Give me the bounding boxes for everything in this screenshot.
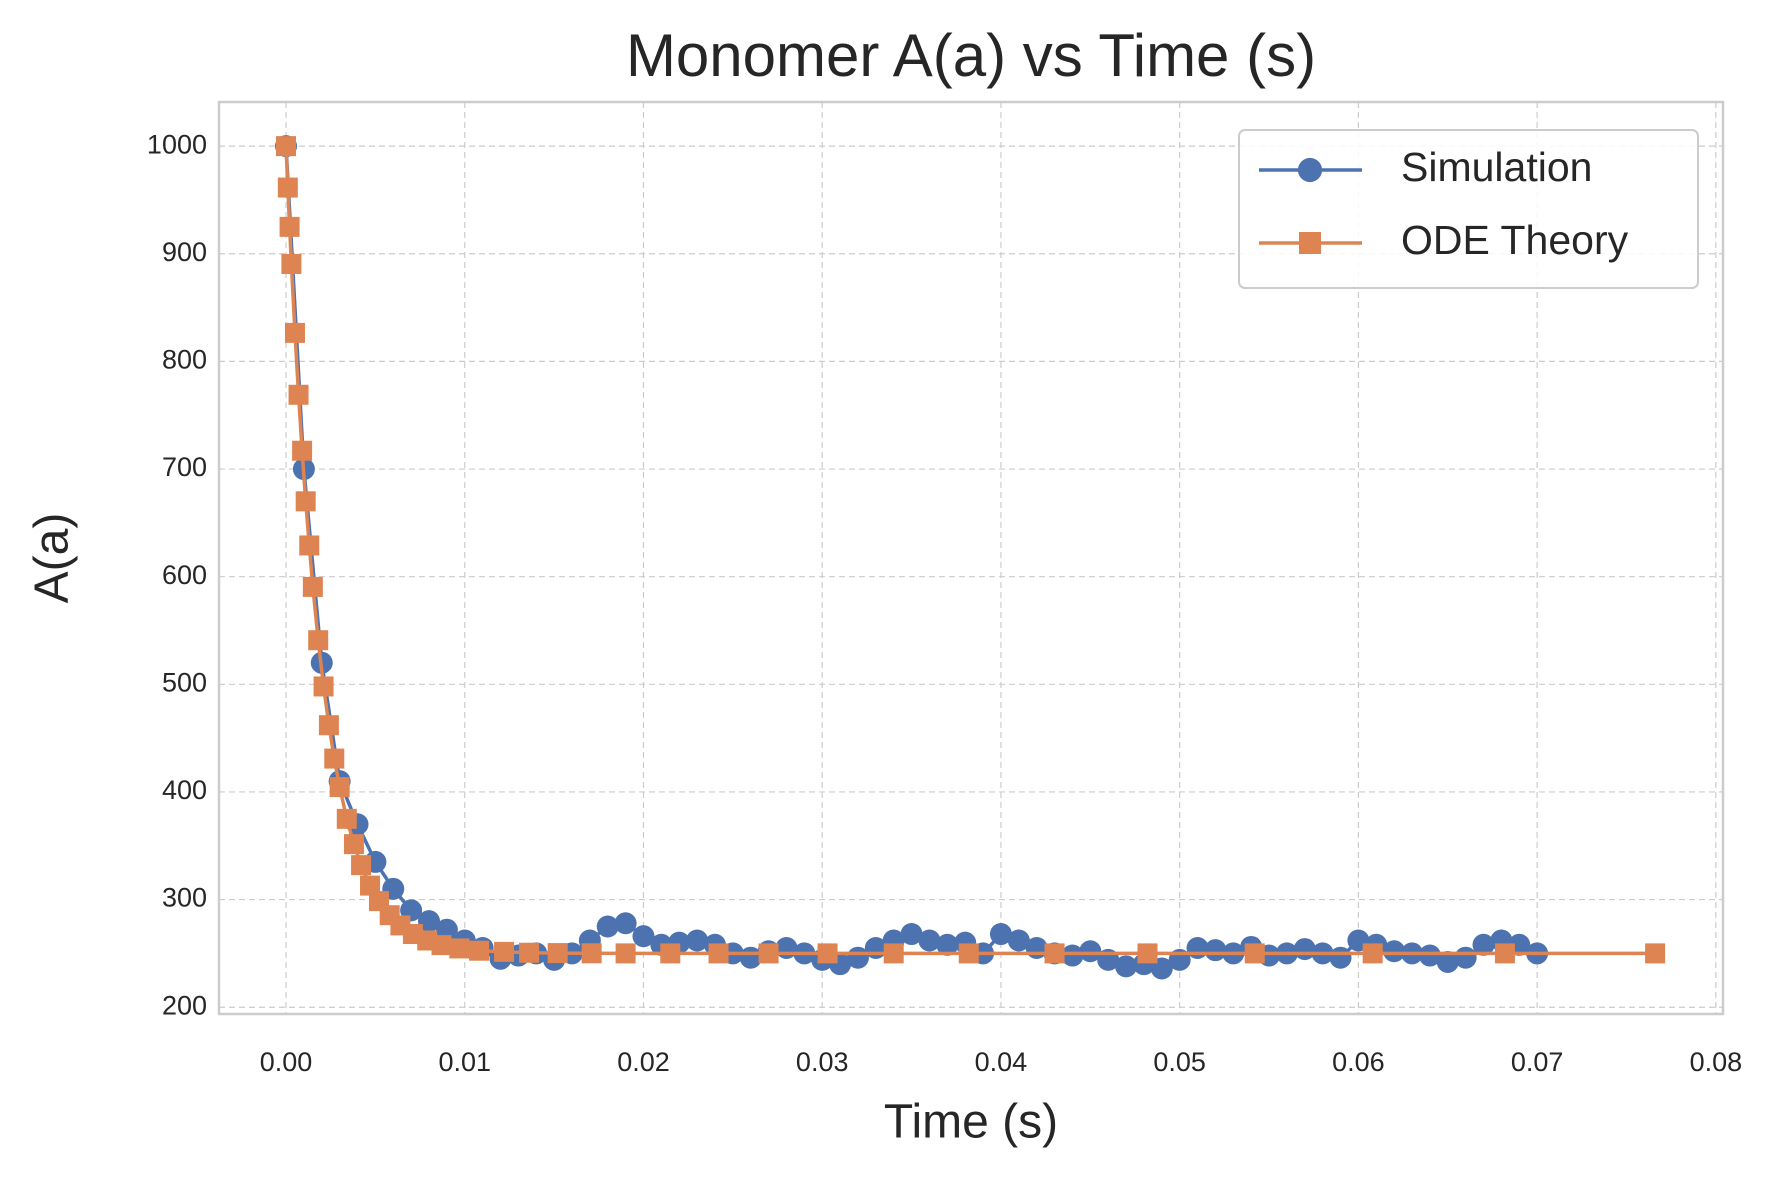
marker xyxy=(900,923,923,946)
marker xyxy=(318,715,339,736)
x-tick-label: 0.07 xyxy=(1511,1047,1564,1077)
y-tick-label: 600 xyxy=(162,560,207,590)
legend: Simulation ODE Theory xyxy=(1238,129,1699,289)
marker xyxy=(1494,943,1515,964)
marker xyxy=(299,535,320,556)
x-tick-label: 0.01 xyxy=(438,1047,491,1077)
marker xyxy=(989,923,1012,946)
x-tick-label: 0.08 xyxy=(1690,1047,1743,1077)
marker xyxy=(581,943,602,964)
marker xyxy=(686,929,709,952)
marker xyxy=(418,910,441,933)
marker xyxy=(708,943,729,964)
plot-frame xyxy=(217,100,1725,1016)
x-tick-label: 0.05 xyxy=(1153,1047,1206,1077)
marker xyxy=(431,935,452,956)
marker xyxy=(281,253,302,274)
series-markers xyxy=(276,136,1666,964)
chart-title: Monomer A(a) vs Time (s) xyxy=(626,22,1316,89)
marker xyxy=(302,576,323,597)
marker xyxy=(324,748,345,769)
marker xyxy=(1299,232,1321,254)
marker xyxy=(1137,943,1158,964)
y-tick-label: 300 xyxy=(162,883,207,913)
marker xyxy=(1362,943,1383,964)
marker xyxy=(277,177,298,198)
marker xyxy=(295,491,316,512)
marker xyxy=(1418,944,1441,967)
marker xyxy=(288,384,309,405)
marker xyxy=(615,943,636,964)
marker xyxy=(1007,929,1030,952)
marker xyxy=(1079,940,1102,963)
legend-label: ODE Theory xyxy=(1401,217,1629,263)
marker xyxy=(351,855,372,876)
y-tick-label: 500 xyxy=(162,667,207,697)
marker xyxy=(596,915,619,938)
marker xyxy=(1329,946,1352,969)
marker xyxy=(1244,943,1265,964)
marker xyxy=(1383,940,1406,963)
marker xyxy=(279,216,300,237)
marker xyxy=(308,630,329,651)
marker xyxy=(936,933,959,956)
marker xyxy=(958,943,979,964)
marker xyxy=(632,925,655,948)
marker xyxy=(1454,946,1477,969)
y-tick-label: 800 xyxy=(162,345,207,375)
marker xyxy=(519,942,540,963)
marker xyxy=(336,808,357,829)
marker xyxy=(1645,943,1666,964)
marker xyxy=(343,834,364,855)
x-tick-label: 0.02 xyxy=(617,1047,670,1077)
marker xyxy=(883,943,904,964)
marker xyxy=(1061,944,1084,967)
marker xyxy=(329,777,350,798)
marker xyxy=(360,875,381,896)
marker xyxy=(614,912,637,935)
marker xyxy=(1297,157,1323,183)
marker xyxy=(1115,955,1138,978)
marker xyxy=(817,943,838,964)
x-tick-label: 0.04 xyxy=(975,1047,1028,1077)
marker xyxy=(292,440,313,461)
y-tick-label: 400 xyxy=(162,775,207,805)
x-axis-label: Time (s) xyxy=(884,1096,1058,1149)
y-axis-label: A(a) xyxy=(26,513,79,604)
marker xyxy=(758,943,779,964)
x-tick-label: 0.03 xyxy=(796,1047,849,1077)
y-tick-label: 1000 xyxy=(147,129,207,159)
legend-label: Simulation xyxy=(1401,144,1592,190)
marker xyxy=(469,940,490,961)
marker xyxy=(276,136,297,157)
marker xyxy=(918,929,941,952)
marker xyxy=(1472,933,1495,956)
marker xyxy=(1044,943,1065,964)
marker xyxy=(494,941,515,962)
marker xyxy=(547,943,568,964)
marker xyxy=(284,322,305,343)
x-tick-label: 0.06 xyxy=(1332,1047,1385,1077)
marker xyxy=(1436,951,1459,974)
marker xyxy=(1204,939,1227,962)
marker xyxy=(313,676,334,697)
y-tick-label: 200 xyxy=(162,990,207,1020)
marker xyxy=(449,938,470,959)
y-tick-label: 900 xyxy=(162,237,207,267)
marker xyxy=(660,943,681,964)
x-tick-label: 0.00 xyxy=(260,1047,313,1077)
y-tick-label: 700 xyxy=(162,452,207,482)
